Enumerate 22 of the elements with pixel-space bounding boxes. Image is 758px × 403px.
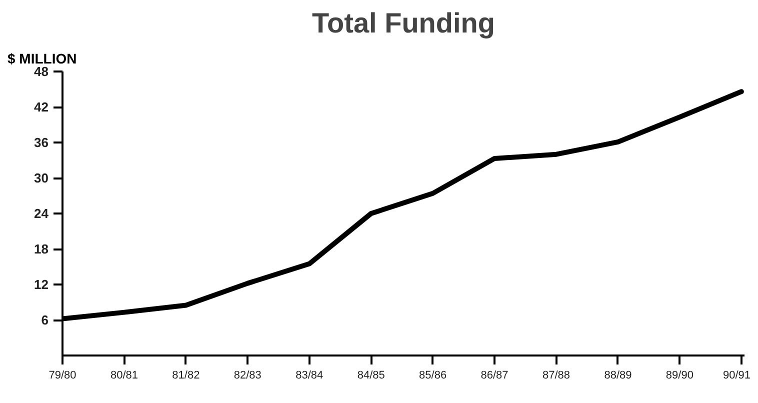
y-tick-label: 24 (34, 206, 50, 221)
y-tick-label: 30 (34, 170, 49, 186)
x-tick-label: 90/91 (722, 370, 751, 382)
x-tick-label: 80/81 (110, 370, 138, 382)
x-tick-label: 84/85 (357, 370, 385, 382)
x-tick-label: 85/86 (419, 370, 447, 382)
x-tick-label: 88/89 (604, 370, 632, 382)
y-axis-title: $ MILLION (8, 50, 77, 66)
x-tick-label: 82/83 (234, 370, 262, 382)
x-tick-label: 86/87 (480, 370, 508, 382)
y-tick-label: 36 (34, 135, 49, 150)
x-tick-label: 83/84 (296, 370, 324, 382)
y-tick-label: 48 (34, 64, 49, 79)
x-tick-label: 81/82 (172, 370, 200, 382)
x-tick-label: 79/80 (48, 370, 76, 382)
chart-title: Total Funding (312, 8, 495, 38)
y-tick-label: 42 (34, 100, 49, 114)
y-tick-label: 6 (41, 312, 49, 328)
y-tick-label: 12 (34, 277, 49, 292)
x-tick-label: 89/90 (666, 370, 694, 382)
x-tick-label: 87/88 (542, 370, 570, 382)
y-tick-label: 18 (34, 242, 49, 256)
